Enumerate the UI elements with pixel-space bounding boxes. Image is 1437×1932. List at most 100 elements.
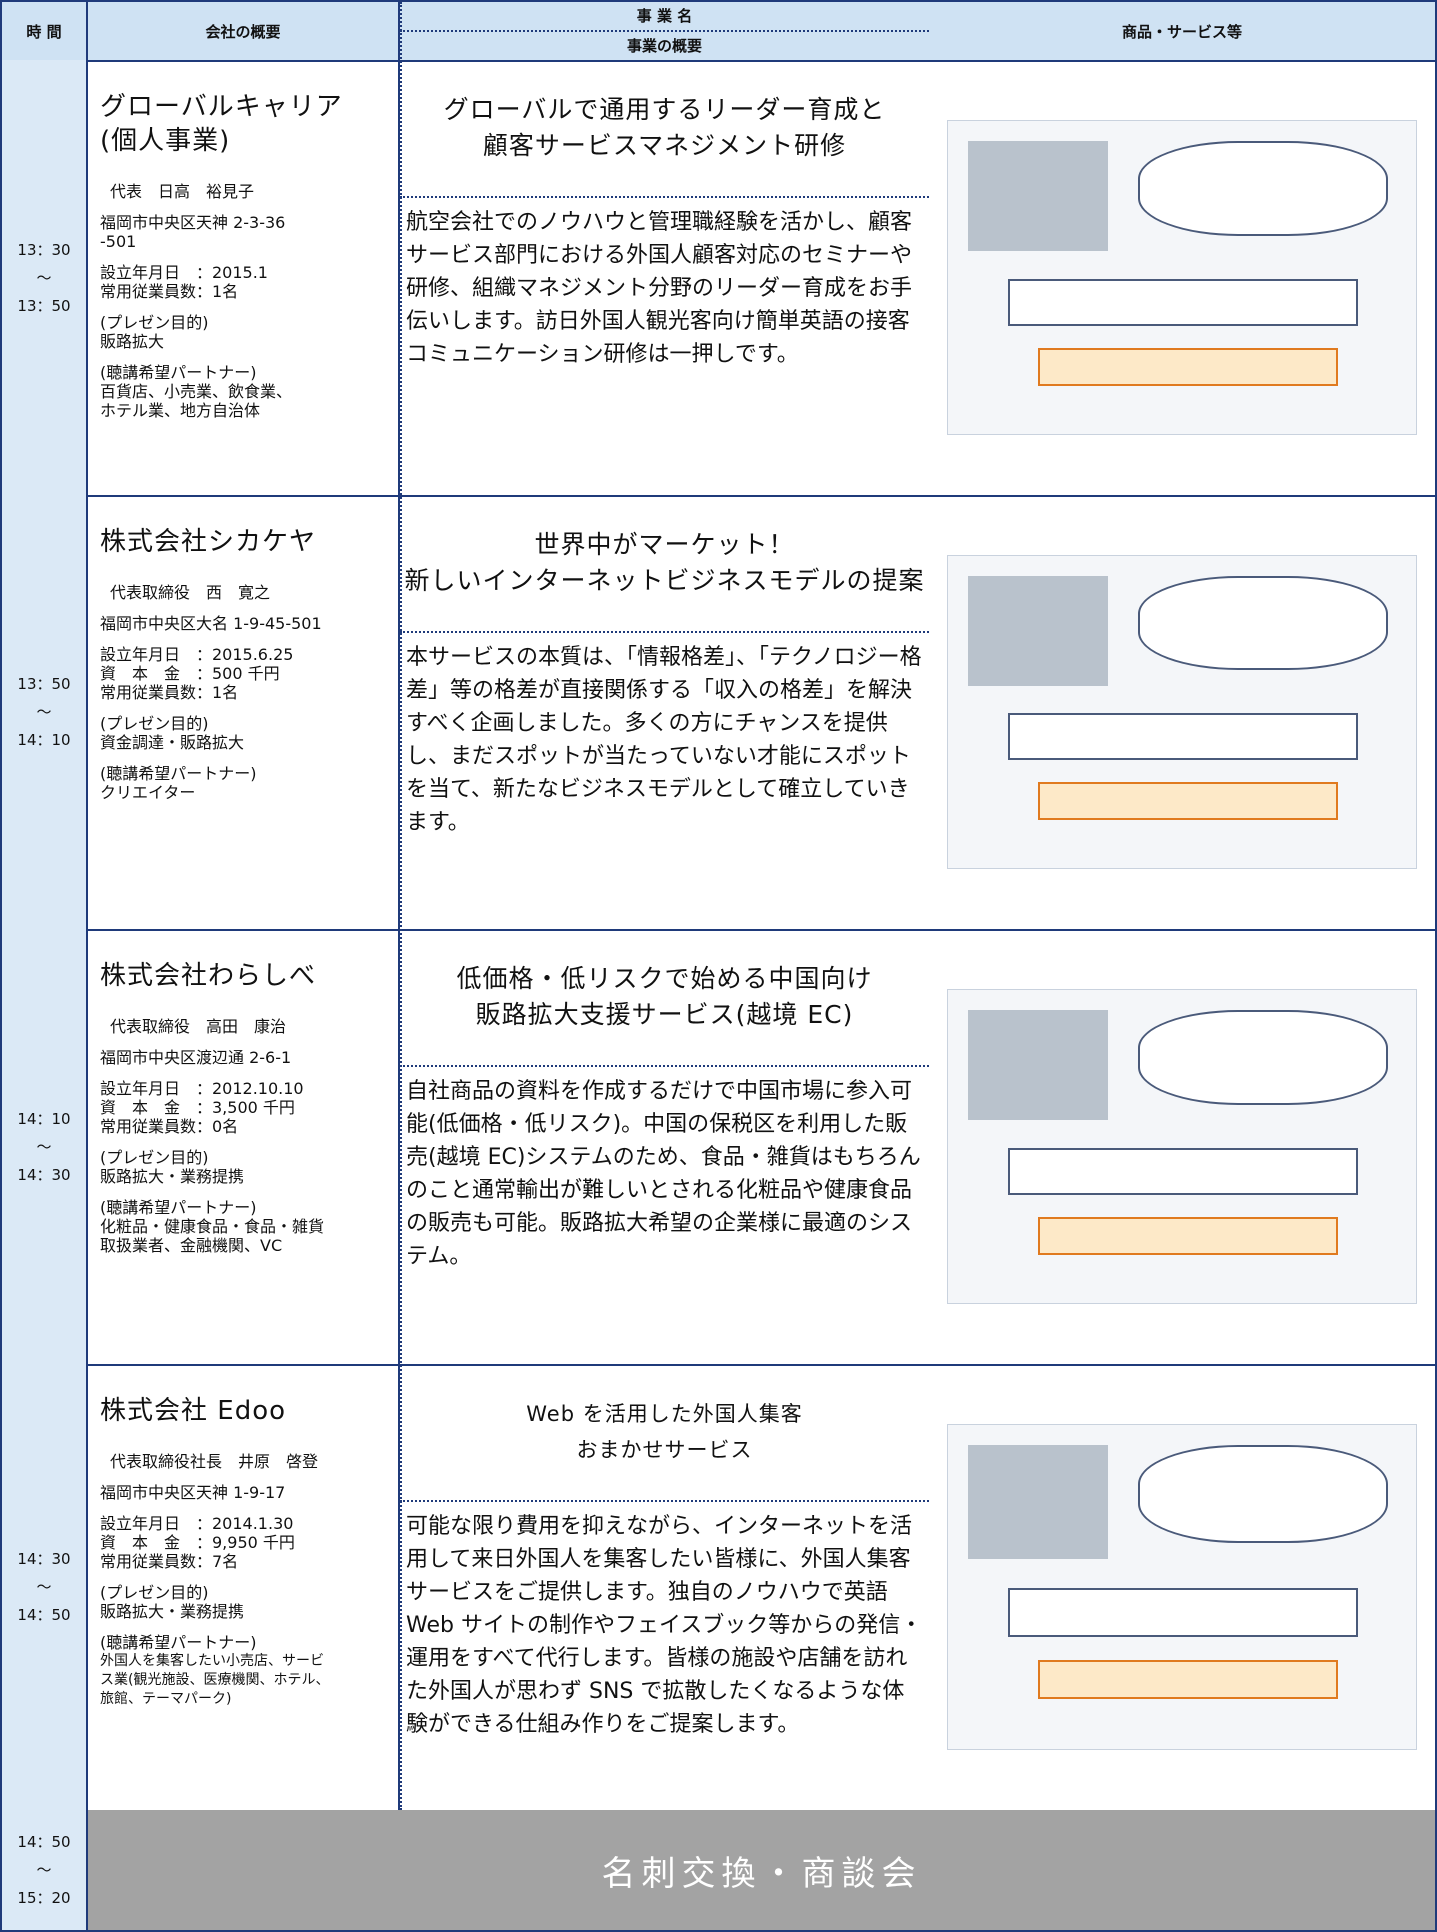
company-name-line: グローバルキャリア [100, 92, 343, 122]
image-block [1138, 576, 1388, 671]
business-title: 低価格・低リスクで始める中国向け 販路拡大支援サービス(越境 EC) [400, 929, 929, 1065]
detail-line: 販路拡大・業務提携 [100, 1602, 245, 1621]
business-title: 世界中がマーケット！ 新しいインターネットビジネスモデルの提案 [400, 495, 929, 631]
detail-line: ホテル業、地方自治体 [100, 401, 261, 420]
rule [2, 1364, 1435, 1366]
company-detail: (聴講希望パートナー) 化粧品・健康食品・食品・雑貨 取扱業者、金融機関、VC [100, 1198, 392, 1255]
detail-line: 資 本 金 ：500 千円 [100, 664, 280, 683]
company-detail: 設立年月日 ：2015.1 常用従業員数：1名 [100, 263, 392, 301]
company-detail: 設立年月日 ：2012.10.10 資 本 金 ：3,500 千円 常用従業員数：0… [100, 1079, 392, 1136]
title-line: Web を活用した外国人集客 [526, 1402, 803, 1426]
rule [2, 495, 1435, 497]
company-detail: 設立年月日 ：2014.1.30 資 本 金 ：9,950 千円 常用従業員数：7名 [100, 1514, 392, 1571]
company-detail: (聴講希望パートナー) 百貨店、小売業、飲食業、 ホテル業、地方自治体 [100, 363, 392, 420]
header-products: 商品・サービス等 [929, 2, 1435, 60]
company-detail: (プレゼン目的) 販路拡大・業務提携 [100, 1583, 392, 1621]
time-cell: 14：50 ～ 15：20 [2, 1810, 88, 1930]
detail-line: ス業(観光施設、医療機関、ホテル、 [100, 1672, 330, 1688]
detail-line: 福岡市中央区渡辺通 2-6-1 [100, 1048, 292, 1067]
time-text: 13：50 [17, 675, 71, 693]
image-block [1008, 1588, 1358, 1637]
detail-line: 資 本 金 ：9,950 千円 [100, 1533, 295, 1552]
business-title: Web を活用した外国人集客 おまかせサービス [400, 1364, 929, 1500]
product-image [947, 555, 1417, 869]
company-name-line: 株式会社わらしべ [100, 961, 317, 991]
company-detail: (プレゼン目的) 資金調達・販路拡大 [100, 714, 392, 752]
time-text: 13：50 [17, 296, 71, 315]
detail-line: 福岡市中央区天神 1-9-17 [100, 1483, 286, 1502]
detail-line: 設立年月日 ：2015.1 [100, 263, 268, 282]
company-detail: 福岡市中央区大名 1-9-45-501 [100, 614, 392, 633]
detail-line: 常用従業員数：1名 [100, 683, 239, 702]
rule [400, 1065, 929, 1067]
time-text: ～ [36, 1137, 52, 1156]
header-company: 会社の概要 [88, 2, 400, 60]
time-text: 14：10 [17, 731, 71, 749]
rule [400, 196, 929, 198]
rule [400, 1500, 929, 1502]
detail-line: (プレゼン目的) [100, 1583, 209, 1602]
time-text: 14：30 [17, 1550, 71, 1568]
detail-line: 代表取締役 高田 康治 [110, 1017, 287, 1036]
company-name-line: (個人事業) [100, 126, 231, 156]
company-detail: 代表取締役 高田 康治 [100, 1017, 392, 1036]
detail-line: 販路拡大 [100, 332, 165, 351]
company-detail: (プレゼン目的) 販路拡大 [100, 313, 392, 351]
image-block [1138, 1445, 1388, 1543]
business-description: 可能な限り費用を抑えながら、インターネットを活用して来日外国人を集客したい皆様に… [406, 1514, 923, 1737]
company-cell: 株式会社シカケヤ代表取締役 西 寛之福岡市中央区大名 1-9-45-501 設立年… [88, 495, 400, 929]
time-cell: 14：30 ～ 14：50 [2, 1364, 88, 1810]
header-business-summary: 事業の概要 [626, 37, 702, 55]
time-cell: 14：10 ～ 14：30 [2, 929, 88, 1364]
detail-line: 福岡市中央区天神 2-3-36 [100, 213, 286, 232]
company-detail: 福岡市中央区渡辺通 2-6-1 [100, 1048, 392, 1067]
detail-line: 設立年月日 ：2015.6.25 [100, 645, 294, 664]
time-text: ～ [36, 268, 52, 287]
image-block [1008, 1147, 1358, 1195]
title-line: 低価格・低リスクで始める中国向け [456, 964, 873, 993]
header-time: 時 間 [2, 2, 88, 60]
image-block [968, 1445, 1108, 1560]
company-cell: 株式会社 Edoo 代表取締役社長 井原 啓登 福岡市中央区天神 1-9-17 設立年… [88, 1364, 400, 1810]
image-block [968, 576, 1108, 686]
title-line: おまかせサービス [576, 1438, 753, 1462]
detail-line: 常用従業員数：7名 [100, 1552, 239, 1571]
company-detail: 設立年月日 ：2015.6.25 資 本 金 ：500 千円 常用従業員数：1名 [100, 645, 392, 702]
image-block [1008, 713, 1358, 761]
detail-line: 販路拡大・業務提携 [100, 1167, 245, 1186]
detail-line: 旅館、テーマパーク) [100, 1691, 232, 1707]
time-text: 14：30 [17, 1165, 71, 1184]
time-text: 13：30 [17, 240, 71, 259]
image-block [1138, 1010, 1388, 1105]
closing-label: 名刺交換・商談会 [88, 1810, 1435, 1930]
detail-line: 常用従業員数：0名 [100, 1117, 239, 1136]
company-name-line: 株式会社シカケヤ [100, 527, 317, 557]
rule [2, 929, 1435, 931]
detail-line: 福岡市中央区大名 1-9-45-501 [100, 614, 322, 633]
company-detail: 代表取締役社長 井原 啓登 [100, 1452, 392, 1471]
detail-line: (聴講希望パートナー) [100, 764, 257, 783]
detail-line: (聴講希望パートナー) [100, 1198, 257, 1217]
time-text: 14：50 [17, 1833, 71, 1851]
product-image [947, 989, 1417, 1304]
detail-line: (プレゼン目的) [100, 714, 209, 733]
business-description: 自社商品の資料を作成するだけで中国市場に参入可能(低価格・低リスク)。中国の保税… [406, 1079, 921, 1269]
company-name: 株式会社わらしべ [100, 959, 392, 993]
title-line: グローバルで通用するリーダー育成と [443, 95, 886, 124]
image-block [1038, 1659, 1338, 1699]
title-line: 新しいインターネットビジネスモデルの提案 [404, 566, 925, 595]
company-name: グローバルキャリア (個人事業) [100, 90, 392, 158]
detail-line: -501 [100, 232, 137, 251]
product-image [947, 1424, 1417, 1750]
company-name: 株式会社シカケヤ [100, 525, 392, 559]
company-detail: 代表取締役 西 寛之 [100, 583, 392, 602]
title-line: 販路拡大支援サービス(越境 EC) [475, 1000, 854, 1029]
product-image [947, 120, 1417, 435]
time-cell: 13：30 ～ 13：50 [2, 60, 88, 495]
rule [400, 631, 929, 633]
company-detail: 福岡市中央区天神 1-9-17 [100, 1483, 392, 1502]
detail-line: 代表取締役 西 寛之 [110, 583, 271, 602]
rule [400, 2, 402, 1810]
title-line: 世界中がマーケット！ [534, 530, 795, 559]
